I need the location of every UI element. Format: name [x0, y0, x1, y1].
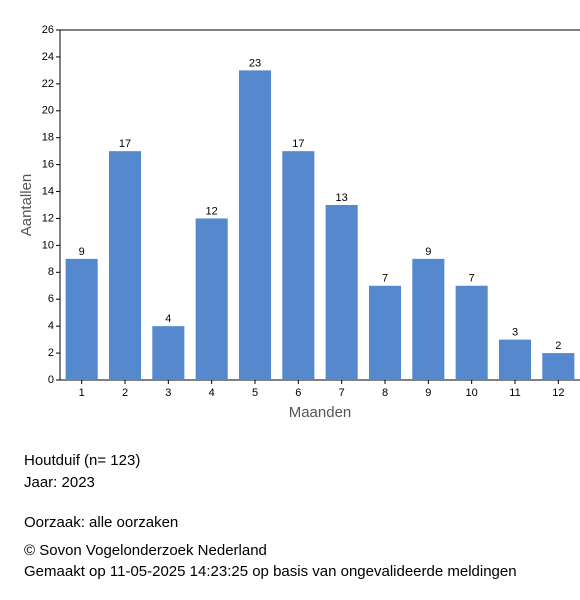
cause: Oorzaak: alle oorzaken — [24, 514, 179, 531]
value-label: 4 — [165, 313, 171, 325]
x-tick-label: 10 — [466, 387, 478, 399]
bar — [325, 205, 358, 380]
y-tick-label: 24 — [42, 51, 54, 63]
y-tick-label: 4 — [48, 320, 54, 332]
x-tick-label: 4 — [209, 387, 215, 399]
bar — [108, 151, 142, 380]
x-tick-label: 8 — [382, 387, 388, 399]
y-axis-title: Aantallen — [18, 174, 35, 237]
bar — [455, 285, 488, 380]
bar — [368, 285, 402, 380]
y-tick-label: 14 — [42, 185, 54, 197]
value-label: 12 — [206, 205, 218, 217]
bar — [498, 339, 532, 380]
year: Jaar: 2023 — [24, 474, 95, 491]
y-tick-label: 16 — [42, 159, 54, 171]
y-tick-label: 2 — [48, 347, 54, 359]
y-tick-label: 20 — [42, 105, 54, 117]
bar — [542, 353, 575, 380]
value-label: 13 — [336, 192, 348, 204]
value-label: 9 — [425, 246, 431, 258]
y-tick-label: 18 — [42, 132, 54, 144]
bar — [238, 70, 272, 380]
copyright: © Sovon Vogelonderzoek Nederland — [24, 542, 267, 559]
value-label: 17 — [292, 138, 304, 150]
x-tick-label: 2 — [122, 387, 128, 399]
y-tick-label: 12 — [42, 212, 54, 224]
y-tick-label: 22 — [42, 78, 54, 90]
y-tick-label: 0 — [48, 374, 54, 386]
x-tick-label: 7 — [339, 387, 345, 399]
bar — [152, 326, 185, 380]
bar — [195, 218, 228, 380]
chart: Maanden Aantallen 0246810121416182022242… — [18, 24, 580, 421]
bar — [65, 258, 98, 380]
y-tick-label: 10 — [42, 239, 54, 251]
x-axis-title: Maanden — [289, 404, 352, 421]
value-label: 17 — [119, 138, 131, 150]
value-label: 23 — [249, 57, 261, 69]
value-label: 3 — [512, 327, 518, 339]
value-label: 2 — [555, 340, 561, 352]
value-label: 7 — [469, 273, 475, 285]
x-tick-label: 12 — [552, 387, 564, 399]
created: Gemaakt op 11-05-2025 14:23:25 op basis … — [24, 563, 517, 580]
value-label: 9 — [79, 246, 85, 258]
x-tick-label: 1 — [79, 387, 85, 399]
x-tick-label: 5 — [252, 387, 258, 399]
x-tick-label: 6 — [295, 387, 301, 399]
x-tick-label: 9 — [425, 387, 431, 399]
value-label: 7 — [382, 273, 388, 285]
species: Houtduif (n= 123) — [24, 452, 141, 469]
y-tick-label: 26 — [42, 24, 54, 36]
x-tick-label: 11 — [509, 387, 520, 399]
x-tick-label: 3 — [165, 387, 171, 399]
bar — [282, 151, 315, 380]
y-tick-label: 6 — [48, 293, 54, 305]
bar — [412, 258, 445, 380]
y-tick-label: 8 — [48, 266, 54, 278]
